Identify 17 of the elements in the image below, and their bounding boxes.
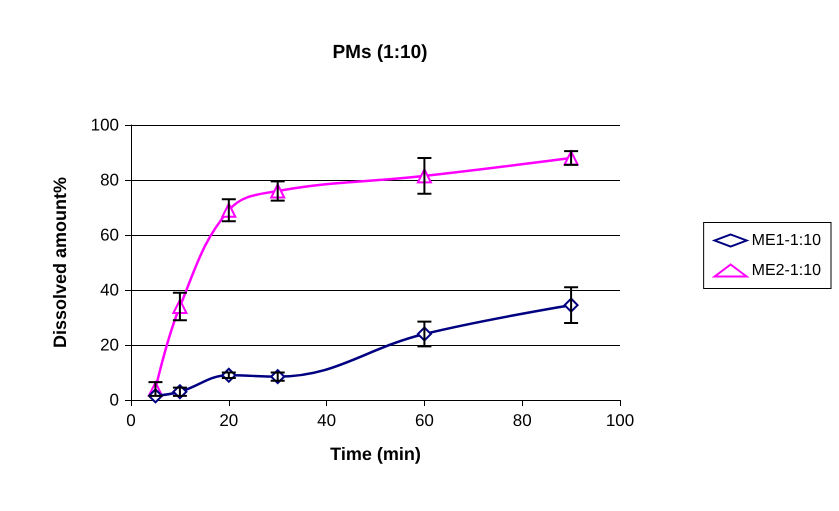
- y-tick-label: 0: [110, 390, 119, 410]
- y-axis-title: Dissolved amount%: [50, 176, 70, 348]
- x-tick-label: 100: [606, 411, 634, 430]
- y-tick-label: 60: [100, 226, 119, 244]
- x-tick-label: 20: [219, 411, 238, 430]
- x-tick-label: 80: [512, 411, 532, 430]
- y-tick-label: 40: [100, 280, 119, 300]
- y-tick-label: 20: [100, 336, 119, 354]
- chart-title: PMs (1:10): [332, 42, 428, 63]
- x-tick-label: 40: [317, 411, 336, 430]
- legend-label: ME1-1:10: [752, 232, 822, 249]
- legend-label: ME2-1:10: [752, 262, 822, 279]
- x-axis-title: Time (min): [330, 444, 421, 464]
- y-tick-label: 80: [100, 170, 119, 190]
- x-tick-label: 0: [126, 411, 136, 430]
- y-tick-label: 100: [90, 116, 119, 134]
- x-tick-label: 60: [414, 411, 434, 430]
